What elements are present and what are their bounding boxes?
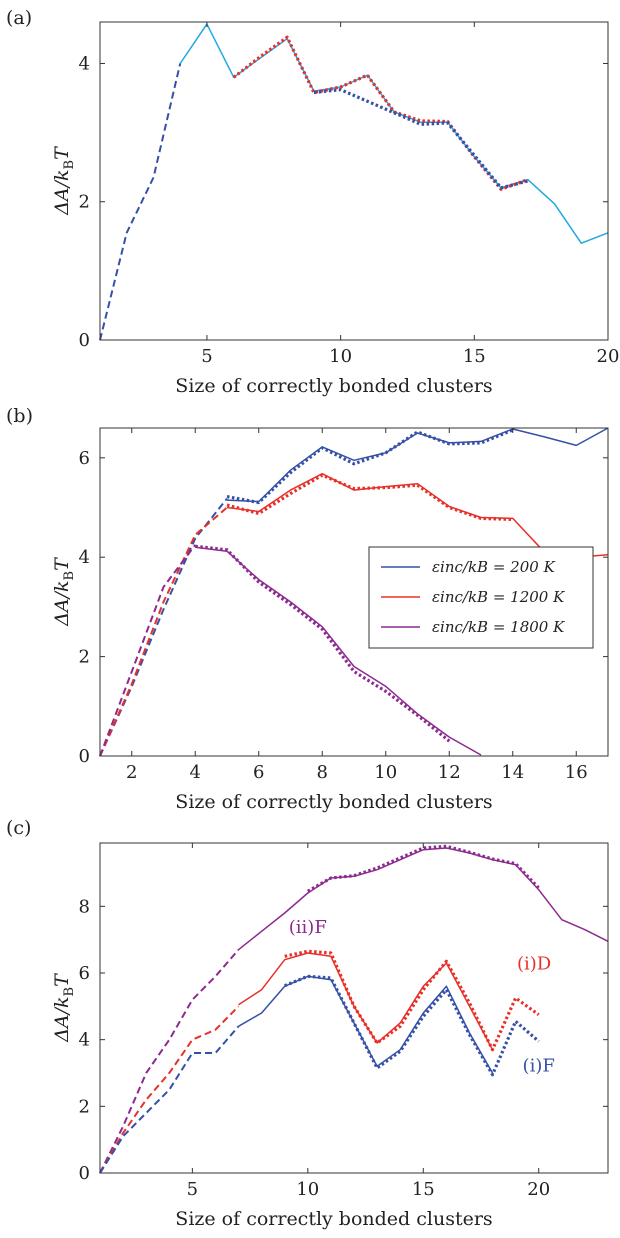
x-tick-label: 16 [565,762,588,783]
x-tick-label: 10 [329,346,352,367]
series-line-dashed [99,497,228,757]
series-line-dashed [99,1025,240,1174]
x-tick-label: 10 [296,1179,319,1200]
panel-label-b: (b) [6,405,33,427]
x-axis-title: Size of correctly bonded clusters [175,1208,492,1230]
x-axis-title: Size of correctly bonded clusters [175,791,492,813]
x-tick-label: 10 [374,762,397,783]
annotation-i-F: (i)F [523,1055,555,1076]
y-tick-label: 0 [79,746,90,767]
x-tick-label: 14 [501,762,524,783]
series-line-solid [226,427,609,503]
y-axis-title: ΔA/kBT [51,557,77,627]
legend-label-200K: εinc/kB = 200 K [432,558,556,576]
y-tick-label: 2 [79,647,90,668]
series-line-dotted [284,949,540,1052]
legend-label-1800K: εinc/kB = 1800 K [432,618,565,636]
series-line-dotted [195,544,451,743]
x-tick-label: 4 [190,762,201,783]
series-line-dotted [313,88,529,190]
y-tick-label: 0 [79,330,90,351]
series-line-solid [238,847,609,951]
y-tick-label: 6 [79,448,90,469]
y-tick-label: 2 [79,192,90,213]
x-tick-label: 12 [438,762,461,783]
series-line-dotted [284,974,540,1077]
series-line-dotted [226,473,513,521]
chart-panel-c: 5 10 15 20 0 2 4 6 8 Size of correctly bonded clu… [51,842,609,1230]
x-tick-label: 15 [463,346,486,367]
y-tick-label: 8 [79,896,90,917]
x-tick-label: 20 [527,1179,550,1200]
y-axis-title: ΔA/kBT [51,973,77,1043]
panel-label-a: (a) [6,7,32,29]
plot-frame [99,842,609,1174]
series-line-dashed [99,544,197,757]
series-line-solid [195,546,482,756]
annotation-ii-F: (ii)F [289,917,327,938]
legend-label-1200K: εinc/kB = 1200 K [432,588,565,606]
y-tick-label: 4 [79,1030,90,1051]
chart-panel-a: 5 10 15 20 0 2 4 Size of correctly bonded clust… [51,21,620,397]
y-tick-label: 2 [79,1096,90,1117]
annotation-i-D: (i)D [517,954,551,975]
x-tick-label: 2 [126,762,137,783]
chart-panel-b: 2 4 6 8 10 12 14 16 0 2 4 6 Size of correctly bonded… [51,427,609,813]
legend: εinc/kB = 200 K εinc/kB = 1200 K εinc/kB… [368,546,594,649]
series-line-dashed [99,63,182,341]
series-line-solid [179,23,609,244]
y-tick-label: 0 [79,1163,90,1184]
x-tick-label: 8 [317,762,328,783]
y-axis-title: ΔA/kBT [51,146,77,216]
series-line-dotted [307,844,540,893]
plot-frame [99,21,609,341]
series-line-dashed [99,1005,240,1174]
y-tick-label: 6 [79,963,90,984]
x-axis-title: Size of correctly bonded clusters [175,375,492,397]
x-tick-label: 6 [253,762,264,783]
y-tick-label: 4 [79,547,90,568]
x-tick-label: 20 [597,346,620,367]
plot-frame [99,427,609,757]
series-line-dashed [99,506,228,757]
x-tick-label: 15 [412,1179,435,1200]
y-tick-label: 4 [79,53,90,74]
panel-label-c: (c) [6,817,31,839]
x-tick-label: 5 [187,1179,198,1200]
series-line-dotted [232,35,529,191]
x-tick-label: 5 [201,346,212,367]
